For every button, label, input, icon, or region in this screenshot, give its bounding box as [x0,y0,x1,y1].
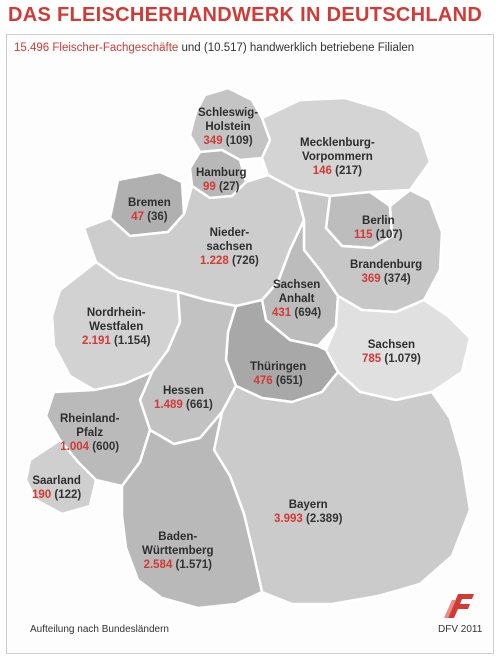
label-thueringen: Thüringen 476 (651) [250,360,306,388]
branches-count: (694) [294,307,322,319]
state-name: Berlin [362,215,395,227]
shops-count: 1.004 [60,441,90,453]
label-bremen: Bremen 47 (36) [128,196,171,224]
label-baden-wuerttemberg: Baden- Württemberg 2.584 (1.571) [142,530,214,572]
state-name: Hamburg [196,167,247,179]
region-schleswig-holstein[interactable] [188,86,272,162]
shops-count: 1.228 [200,255,229,267]
branches-count: (1.154) [113,335,151,347]
dfv-logo-icon [444,594,474,618]
branches-count: (374) [383,273,411,285]
label-brandenburg: Brandenburg 369 (374) [350,258,422,286]
map-title: DAS FLEISCHERHANDWERK IN DEUTSCHLAND [8,4,483,26]
branches-count: (1.079) [384,353,421,365]
shops-count: 431 [272,307,292,319]
branches-count: (726) [231,255,259,267]
label-sachsen: Sachsen 785 (1.079) [362,338,421,366]
subtitle-highlight: 15.496 Fleischer-Fachgeschäfte [14,42,179,54]
branches-count: (661) [185,399,213,411]
state-name: Bremen [128,197,171,209]
branches-count: (27) [219,181,240,193]
branches-count: (109) [225,135,253,147]
label-rheinland-pfalz: Rheinland- Pfalz 1.004 (600) [60,412,119,454]
state-name: Hessen [162,385,204,397]
label-saarland: Saarland 190 (122) [32,474,81,502]
shops-count: 146 [312,165,332,177]
state-name: Bayern [288,499,328,511]
label-niedersachsen: Nieder- sachsen 1.228 (726) [200,226,259,268]
shops-count: 47 [131,211,144,223]
shops-count: 99 [203,181,216,193]
subtitle: 15.496 Fleischer-Fachgeschäfte und (10.5… [14,42,414,54]
shops-count: 785 [362,353,382,365]
label-mecklenburg-vorpommern: Mecklenburg- Vorpommern 146 (217) [300,136,375,178]
state-name: Saarland [32,475,81,487]
label-schleswig-holstein: Schleswig- Holstein 349 (109) [198,106,258,148]
branches-count: (651) [275,375,303,387]
shops-count: 2.191 [82,335,111,347]
branches-count: (1.571) [175,559,212,571]
branches-count: (600) [92,441,120,453]
state-name: Sachsen Anhalt [272,279,321,305]
state-name: Schleswig- Holstein [198,107,259,133]
state-name: Rheinland- Pfalz [60,413,120,439]
shops-count: 190 [32,489,52,501]
label-hamburg: Hamburg 99 (27) [196,166,246,194]
state-name: Mecklenburg- Vorpommern [300,137,375,163]
shops-count: 2.584 [143,559,173,571]
shops-count: 476 [253,375,273,387]
branches-count: (2.389) [305,513,343,525]
state-name: Nordrhein- Westfalen [86,307,146,333]
shops-count: 349 [203,135,223,147]
label-berlin: Berlin 115 (107) [354,214,403,242]
state-name: Sachsen [367,339,416,351]
branches-count: (36) [147,211,168,223]
region-mecklenburg-vorpommern[interactable] [260,96,432,198]
footnote: Aufteilung nach Bundesländern [30,624,169,635]
label-sachsen-anhalt: Sachsen Anhalt 431 (694) [272,278,321,320]
shops-count: 1.489 [154,399,183,411]
shops-count: 115 [354,229,373,241]
branches-count: (217) [335,165,362,177]
credit: DFV 2011 [438,624,483,635]
state-name: Thüringen [250,361,307,373]
branches-count: (107) [375,229,403,241]
label-nordrhein-westfalen: Nordrhein- Westfalen 2.191 (1.154) [82,306,150,348]
label-hessen: Hessen 1.489 (661) [154,384,213,412]
label-bayern: Bayern 3.993 (2.389) [274,498,342,526]
state-name: Baden- Württemberg [142,531,214,557]
state-name: Nieder- sachsen [206,227,253,253]
subtitle-rest: und (10.517) handwerklich betriebene Fil… [178,42,415,54]
shops-count: 369 [361,273,381,285]
region-saarland[interactable] [24,438,98,516]
shops-count: 3.993 [274,513,303,525]
branches-count: (122) [54,489,82,501]
region-baden-wuerttemberg[interactable] [120,410,264,610]
state-name: Brandenburg [350,259,423,271]
